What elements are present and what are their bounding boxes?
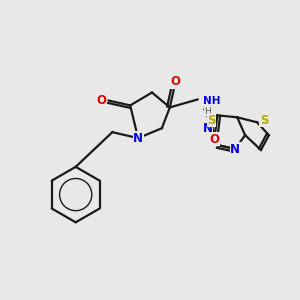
Text: NH: NH	[203, 97, 221, 106]
Text: N: N	[133, 132, 143, 145]
Text: N: N	[202, 122, 212, 135]
Text: S: S	[207, 114, 216, 127]
Text: H: H	[205, 107, 211, 116]
Text: N: N	[230, 142, 240, 155]
Text: O: O	[171, 75, 181, 88]
Text: S: S	[260, 114, 268, 127]
Text: O: O	[209, 133, 219, 146]
Text: O: O	[97, 94, 106, 107]
